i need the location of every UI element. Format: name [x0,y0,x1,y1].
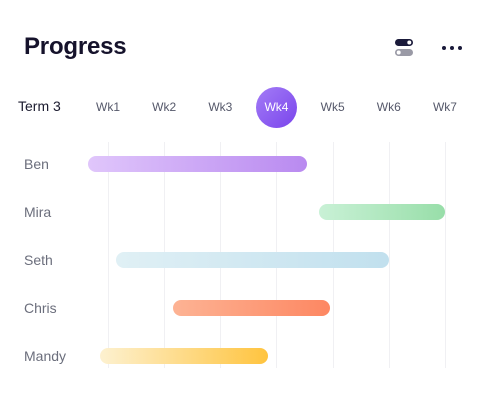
row-label-chris: Chris [24,300,57,316]
view-toggle-button[interactable] [393,38,415,58]
row-label-mira: Mira [24,204,52,220]
week-tab-wk2[interactable]: Wk2 [152,100,177,114]
row-label-ben: Ben [24,156,49,172]
more-options-button[interactable] [440,38,464,58]
week-tab-wk7[interactable]: Wk7 [432,100,457,114]
progress-bar-chris[interactable] [172,300,330,316]
week-tab-wk5[interactable]: Wk5 [320,100,345,114]
gridline [445,142,446,368]
week-tab-wk4[interactable]: Wk4 [255,87,297,128]
progress-bar-mandy[interactable] [99,348,269,364]
page-title: Progress [24,33,127,60]
more-dots-icon [442,46,462,50]
progress-bar-ben[interactable] [88,156,308,172]
week-tab-wk6[interactable]: Wk6 [376,100,401,114]
progress-bar-seth[interactable] [116,252,389,268]
row-label-mandy: Mandy [24,348,67,364]
progress-bar-mira[interactable] [318,204,445,220]
gridline [108,142,109,368]
toggle-switch-icon [395,39,413,56]
row-label-seth: Seth [24,252,53,268]
gridline [389,142,390,368]
term-label: Term 3 [18,98,61,114]
week-tab-wk1[interactable]: Wk1 [96,100,120,114]
week-tab-wk3[interactable]: Wk3 [208,100,233,114]
